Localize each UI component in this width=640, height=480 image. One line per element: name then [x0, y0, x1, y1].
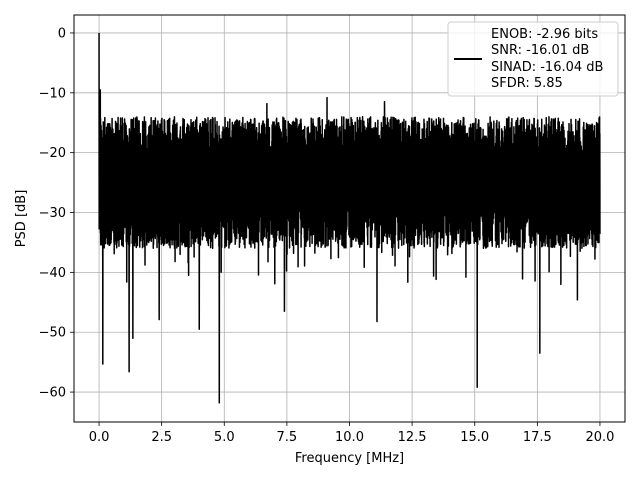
x-tick-label: 0.0	[89, 430, 110, 445]
x-tick-label: 15.0	[460, 430, 489, 445]
y-tick-label: −50	[39, 326, 66, 341]
y-tick-label: −40	[39, 266, 66, 281]
legend-entry-enob: ENOB: -2.96 bits	[491, 27, 598, 42]
y-axis: 0 −10 −20 −30 −40 −50 −60	[39, 26, 74, 401]
y-tick-label: −10	[39, 86, 66, 101]
x-tick-label: 10.0	[335, 430, 364, 445]
y-axis-title: PSD [dB]	[14, 190, 29, 248]
series-layer	[98, 32, 601, 404]
y-tick-label: −20	[39, 146, 66, 161]
x-tick-label: 20.0	[585, 430, 614, 445]
legend-entry-sfdr: SFDR: 5.85	[491, 76, 563, 91]
x-tick-label: 17.5	[523, 430, 552, 445]
legend-entry-sinad: SINAD: -16.04 dB	[491, 60, 603, 75]
x-tick-label: 12.5	[398, 430, 427, 445]
y-tick-label: 0	[58, 26, 66, 41]
legend-box	[447, 21, 619, 97]
legend: ENOB: -2.96 bits SNR: -16.01 dB SINAD: -…	[447, 21, 619, 97]
x-axis-title: Frequency [MHz]	[295, 451, 404, 466]
legend-entry-snr: SNR: -16.01 dB	[491, 43, 589, 58]
x-tick-label: 7.5	[277, 430, 298, 445]
y-tick-label: −60	[39, 386, 66, 401]
x-tick-label: 5.0	[214, 430, 235, 445]
x-axis: 0.0 2.5 5.0 7.5 10.0 12.5 15.0 17.5 20.0	[89, 422, 614, 445]
x-tick-label: 2.5	[151, 430, 172, 445]
psd-series-line	[98, 32, 601, 404]
y-tick-label: −30	[39, 206, 66, 221]
